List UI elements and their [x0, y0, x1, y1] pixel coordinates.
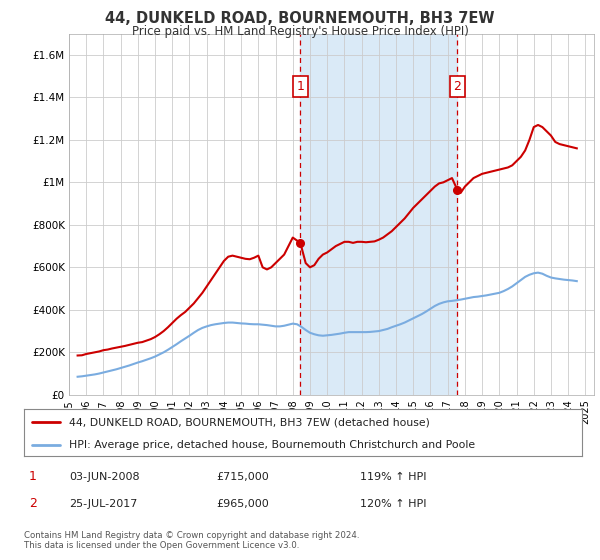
Text: Price paid vs. HM Land Registry's House Price Index (HPI): Price paid vs. HM Land Registry's House …	[131, 25, 469, 38]
Text: 44, DUNKELD ROAD, BOURNEMOUTH, BH3 7EW (detached house): 44, DUNKELD ROAD, BOURNEMOUTH, BH3 7EW (…	[68, 417, 430, 427]
Text: 1: 1	[296, 80, 304, 93]
Bar	[301, 34, 457, 395]
Text: £715,000: £715,000	[216, 472, 269, 482]
Text: 2: 2	[29, 497, 37, 510]
Text: 120% ↑ HPI: 120% ↑ HPI	[360, 499, 427, 509]
Text: 2: 2	[454, 80, 461, 93]
Text: 119% ↑ HPI: 119% ↑ HPI	[360, 472, 427, 482]
Text: 25-JUL-2017: 25-JUL-2017	[69, 499, 137, 509]
Text: 03-JUN-2008: 03-JUN-2008	[69, 472, 140, 482]
Text: 1: 1	[29, 470, 37, 483]
Text: £965,000: £965,000	[216, 499, 269, 509]
Text: Contains HM Land Registry data © Crown copyright and database right 2024.
This d: Contains HM Land Registry data © Crown c…	[24, 531, 359, 550]
Text: HPI: Average price, detached house, Bournemouth Christchurch and Poole: HPI: Average price, detached house, Bour…	[68, 440, 475, 450]
Text: 44, DUNKELD ROAD, BOURNEMOUTH, BH3 7EW: 44, DUNKELD ROAD, BOURNEMOUTH, BH3 7EW	[105, 11, 495, 26]
